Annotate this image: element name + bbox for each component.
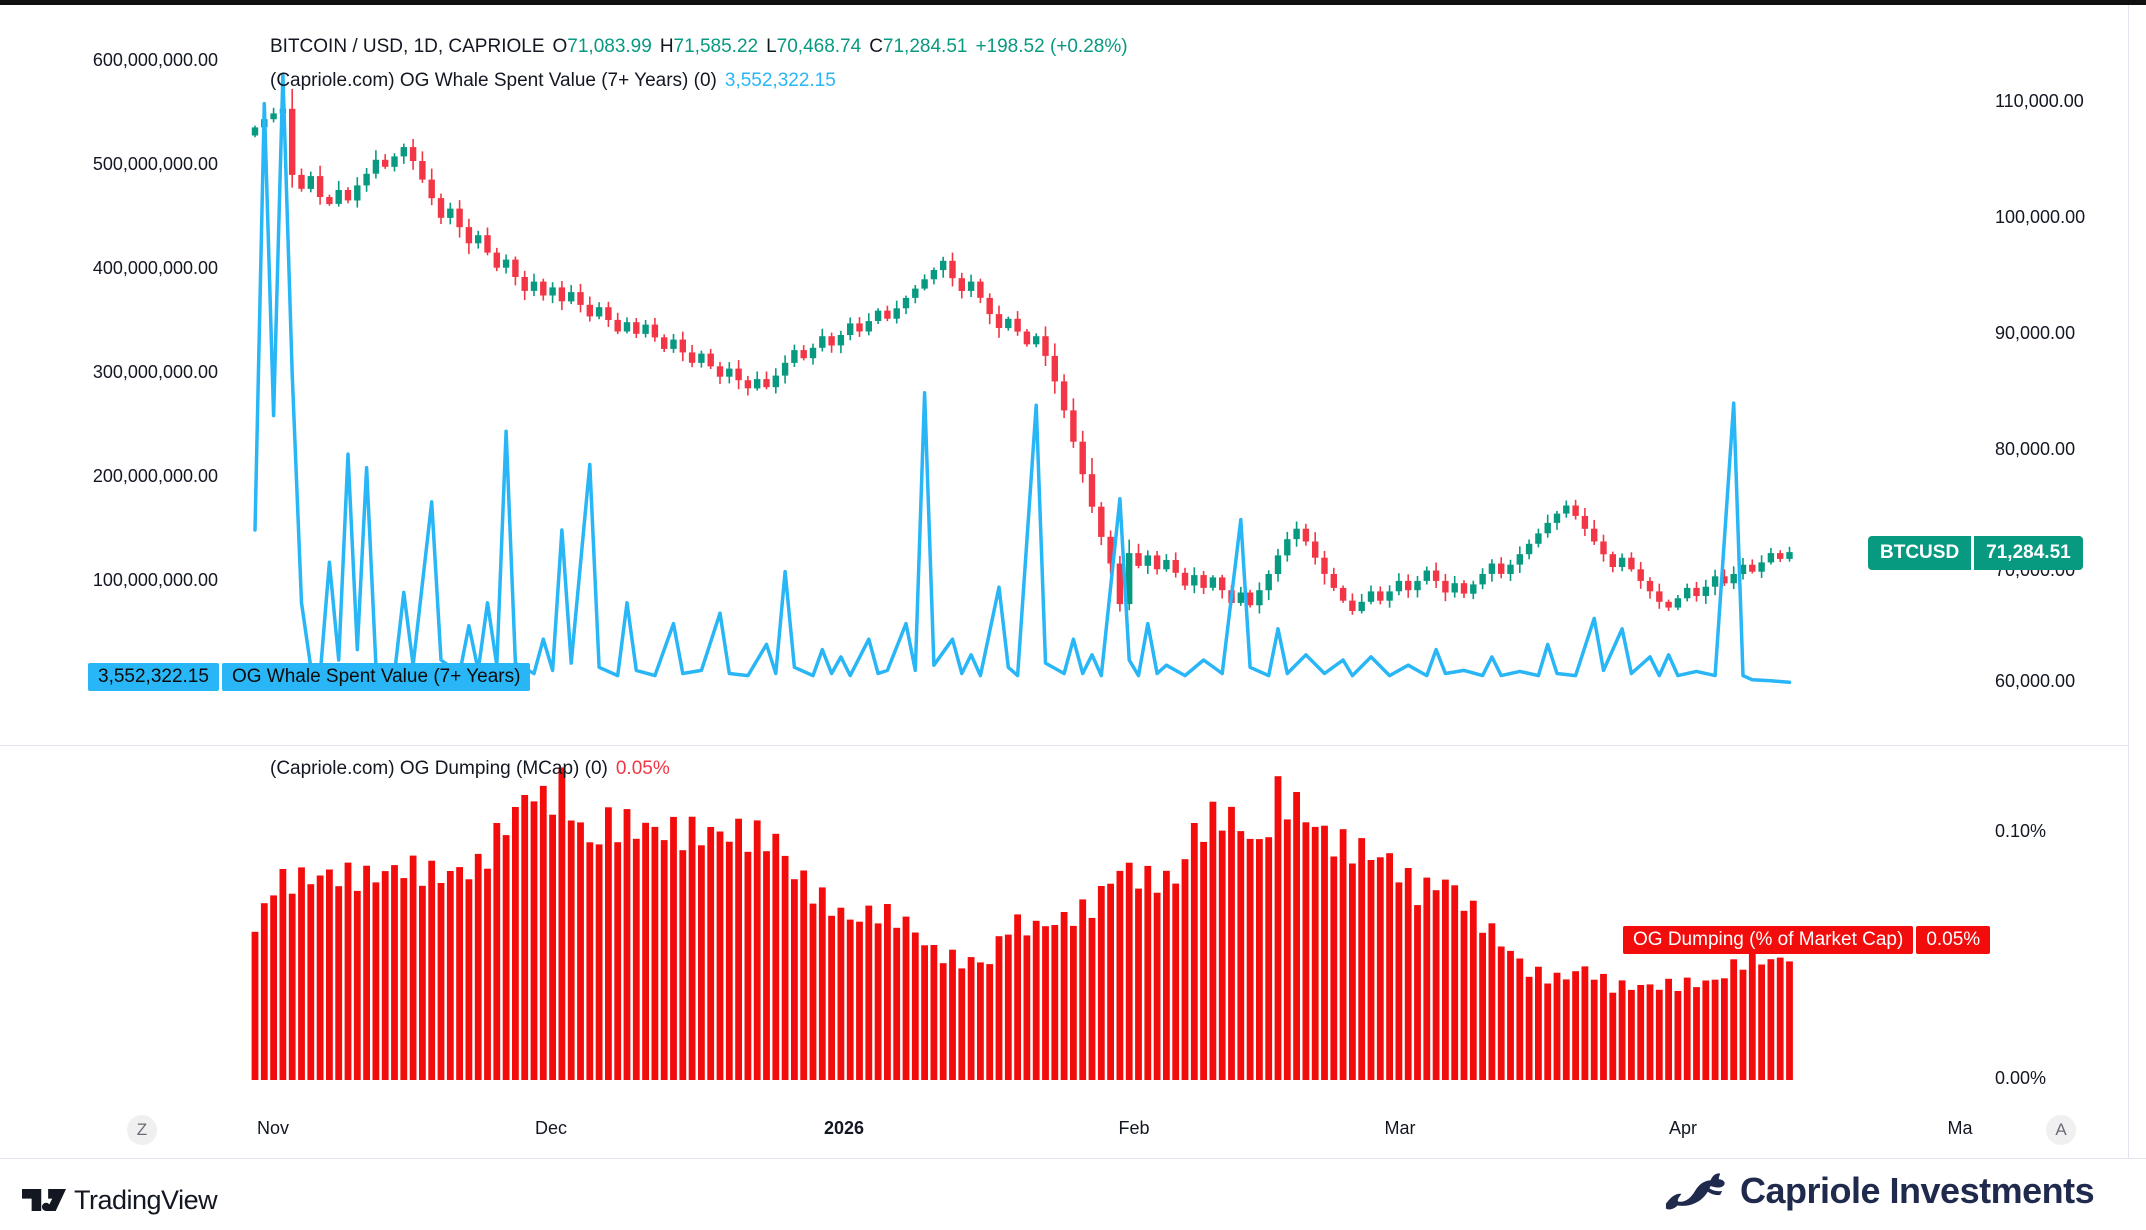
symbol-title: BITCOIN / USD, 1D, CAPRIOLE [270, 36, 545, 57]
last-price-badge-symbol: BTCUSD [1868, 536, 1972, 570]
whale-series-label: 3,552,322.15 OG Whale Spent Value (7+ Ye… [88, 663, 531, 691]
time-tick-2026: 2026 [823, 1118, 865, 1138]
dump-series-label-name: OG Dumping (% of Market Cap) [1623, 926, 1914, 954]
window-top-edge [0, 0, 2146, 5]
left-axis-tick: 300,000,000.00 [92, 362, 218, 382]
high-value: 71,585.22 [673, 36, 759, 57]
dump-indicator-legend-row[interactable]: (Capriole.com) OG Dumping (MCap) (0) 0.0… [270, 758, 670, 780]
last-price-badge: BTCUSD 71,284.51 [1868, 536, 2083, 570]
left-axis-tick: 200,000,000.00 [92, 466, 218, 486]
time-tick-apr: Apr [1668, 1118, 1697, 1138]
right-axis-tick: 60,000.00 [1995, 671, 2076, 691]
time-tick-mar: Mar [1384, 1118, 1416, 1138]
capriole-attribution: Capriole Investments [1664, 1168, 2095, 1214]
time-tick-may: Ma [1947, 1118, 1973, 1138]
pane-divider[interactable] [0, 745, 2128, 746]
open-value: 71,083.99 [567, 36, 652, 57]
open-label: O [552, 36, 568, 57]
tradingview-logo-icon [22, 1189, 66, 1211]
dump-indicator-value: 0.05% [615, 758, 670, 779]
right-axis-tick: 100,000.00 [1995, 207, 2086, 227]
scroll-right-button[interactable]: A [2046, 1115, 2076, 1145]
right-axis-tick: 110,000.00 [1995, 91, 2084, 111]
price-scale-divider [2128, 5, 2129, 1158]
close-value: 71,284.51 [882, 36, 968, 57]
left-axis-tick: 100,000,000.00 [92, 570, 218, 590]
dump-indicator-title: (Capriole.com) OG Dumping (MCap) (0) [270, 758, 608, 779]
right-axis-tick: 80,000.00 [1995, 439, 2076, 459]
whale-indicator-legend-row[interactable]: (Capriole.com) OG Whale Spent Value (7+ … [270, 70, 836, 92]
whale-indicator-title: (Capriole.com) OG Whale Spent Value (7+ … [270, 70, 717, 91]
time-axis-divider [0, 1158, 2146, 1159]
tradingview-attribution[interactable]: TradingView [22, 1184, 218, 1216]
high-label: H [659, 36, 674, 57]
symbol-legend-row[interactable]: BITCOIN / USD, 1D, CAPRIOLE O71,083.99 H… [270, 36, 1128, 58]
last-price-badge-value: 71,284.51 [1974, 536, 2083, 570]
tradingview-logo-text: TradingView [74, 1184, 218, 1215]
change-value: +198.52 (+0.28%) [975, 36, 1128, 57]
left-axis-tick: 400,000,000.00 [92, 258, 218, 278]
right-axis-tick: 90,000.00 [1995, 323, 2076, 343]
low-value: 70,468.74 [776, 36, 862, 57]
low-label: L [766, 36, 777, 57]
dump-series-label-value: 0.05% [1916, 926, 1991, 954]
close-label: C [869, 36, 883, 57]
time-tick-dec: Dec [534, 1118, 567, 1138]
capriole-logo-text: Capriole Investments [1740, 1170, 2095, 1211]
whale-series-label-name: OG Whale Spent Value (7+ Years) [221, 663, 531, 691]
time-tick-nov: Nov [256, 1118, 289, 1138]
scroll-left-button[interactable]: Z [127, 1115, 157, 1145]
whale-series-label-value: 3,552,322.15 [88, 663, 219, 691]
left-axis-tick: 500,000,000.00 [92, 154, 218, 174]
time-tick-feb: Feb [1118, 1118, 1150, 1138]
left-axis-tick: 600,000,000.00 [92, 50, 218, 70]
whale-indicator-value: 3,552,322.15 [724, 70, 836, 91]
dump-series-label: OG Dumping (% of Market Cap) 0.05% [1623, 926, 1991, 954]
lower-axis-tick-top: 0.10% [1995, 821, 2047, 841]
capriole-horse-icon [1665, 1173, 1725, 1210]
lower-axis-tick-bottom: 0.00% [1995, 1068, 2047, 1088]
